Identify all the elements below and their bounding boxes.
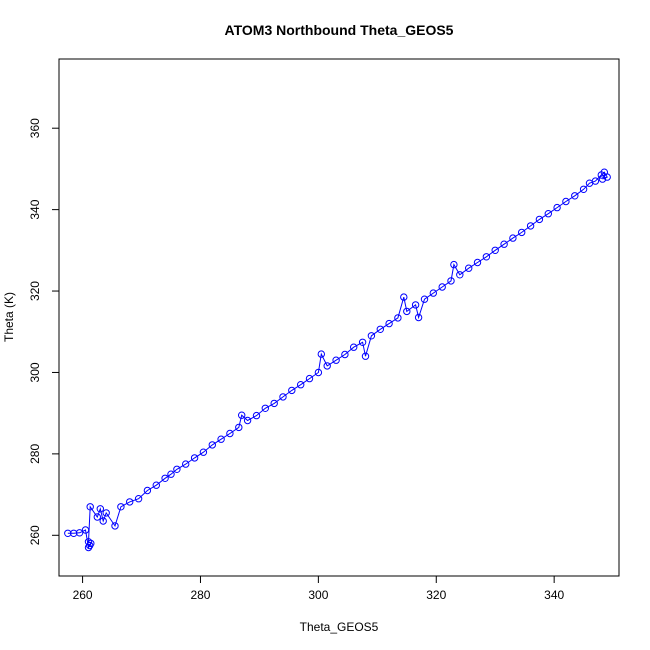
data-point	[167, 470, 175, 478]
data-point	[562, 197, 570, 206]
data-point	[465, 264, 473, 272]
data-point	[152, 481, 161, 489]
data-point	[84, 543, 93, 552]
data-point	[456, 271, 464, 279]
data-point	[376, 325, 384, 333]
data-point	[84, 538, 93, 546]
data-point	[526, 222, 535, 230]
data-point	[86, 503, 94, 511]
data-point	[134, 495, 143, 503]
data-point	[93, 513, 102, 521]
y-tick-label: 260	[28, 525, 42, 545]
data-point	[199, 448, 208, 456]
data-point	[414, 313, 423, 322]
y-axis: 260 280 300 320 340 360	[28, 118, 60, 545]
data-point	[81, 526, 90, 534]
data-point	[450, 260, 458, 269]
data-point	[473, 258, 482, 267]
x-tick-label: 320	[426, 588, 446, 602]
data-point	[361, 352, 370, 360]
data-point	[117, 503, 125, 511]
series-points	[64, 168, 611, 552]
data-point	[161, 474, 169, 482]
data-point	[385, 319, 393, 328]
y-tick-label: 360	[28, 118, 42, 138]
data-point	[261, 404, 269, 412]
y-axis-label: Theta (K)	[2, 292, 16, 342]
data-point	[243, 416, 252, 425]
x-tick-label: 280	[190, 588, 210, 602]
x-axis-label: Theta_GEOS5	[300, 620, 379, 634]
data-point	[173, 465, 181, 473]
data-point	[571, 192, 579, 200]
chart-title: ATOM3 Northbound Theta_GEOS5	[225, 22, 454, 38]
data-point	[102, 509, 110, 517]
data-point	[238, 411, 246, 419]
data-point	[332, 356, 340, 364]
data-point	[143, 486, 152, 495]
data-point	[598, 175, 607, 183]
data-point	[591, 177, 600, 185]
data-point	[411, 301, 420, 309]
data-point	[553, 203, 561, 212]
data-point	[96, 505, 105, 513]
data-point	[438, 283, 446, 291]
x-tick-label: 300	[308, 588, 328, 602]
data-point	[226, 429, 234, 438]
x-axis: 260 280 300 320 340	[73, 575, 564, 602]
data-point	[64, 529, 72, 537]
data-point	[579, 185, 588, 194]
x-tick-label: 260	[73, 588, 93, 602]
data-point	[403, 307, 411, 316]
data-point	[182, 460, 190, 468]
y-tick-label: 320	[28, 281, 42, 301]
data-point	[358, 338, 367, 346]
data-point	[317, 350, 325, 358]
data-point	[252, 411, 261, 420]
data-point	[509, 234, 517, 242]
data-point	[235, 423, 243, 432]
data-point	[297, 381, 305, 389]
data-point	[544, 210, 552, 218]
y-tick-label: 280	[28, 444, 42, 464]
data-point	[270, 399, 278, 408]
data-point	[305, 374, 314, 383]
data-point	[603, 173, 611, 181]
data-point	[288, 386, 296, 395]
data-point	[314, 368, 323, 377]
data-point	[447, 277, 455, 285]
data-point	[491, 246, 499, 255]
data-point	[111, 522, 119, 530]
data-point	[429, 289, 437, 297]
data-point	[350, 343, 358, 351]
y-tick-label: 300	[28, 362, 42, 382]
data-point	[279, 393, 287, 401]
data-point	[323, 362, 331, 370]
data-point	[535, 215, 544, 224]
data-point	[208, 441, 217, 449]
data-point	[126, 498, 134, 506]
data-point	[217, 435, 225, 443]
data-point	[99, 517, 107, 525]
data-point	[420, 295, 429, 303]
data-point	[190, 454, 199, 462]
data-point	[500, 240, 508, 248]
data-point	[518, 228, 526, 237]
y-tick-label: 340	[28, 199, 42, 219]
x-tick-label: 340	[544, 588, 564, 602]
data-point	[87, 539, 95, 548]
data-point	[341, 350, 349, 359]
data-point	[400, 293, 408, 301]
data-point	[394, 314, 402, 322]
data-point	[75, 529, 84, 537]
data-point	[367, 332, 376, 340]
data-point	[482, 253, 491, 261]
